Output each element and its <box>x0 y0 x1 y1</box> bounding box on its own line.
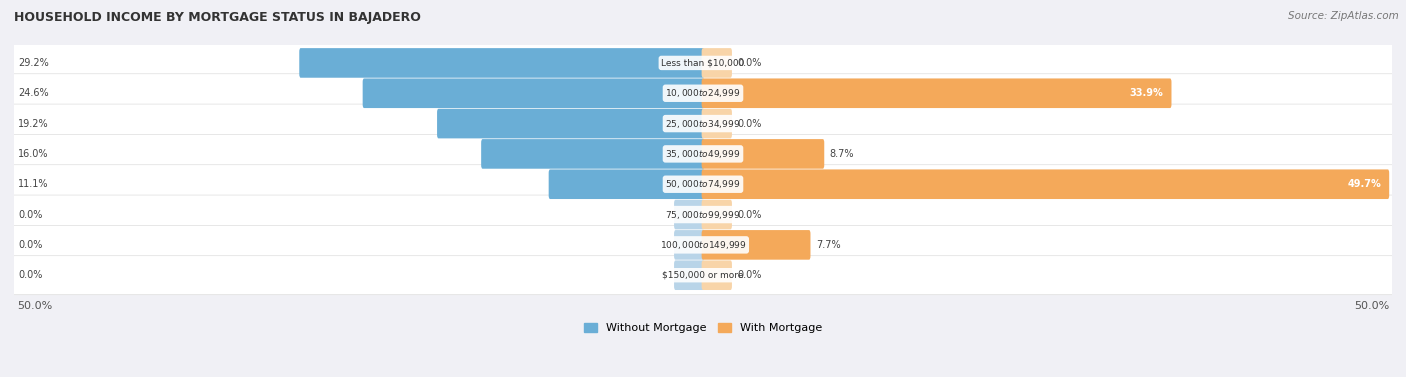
FancyBboxPatch shape <box>702 139 824 169</box>
Text: $100,000 to $149,999: $100,000 to $149,999 <box>659 239 747 251</box>
Text: 24.6%: 24.6% <box>18 88 49 98</box>
FancyBboxPatch shape <box>702 261 733 290</box>
FancyBboxPatch shape <box>673 261 704 290</box>
FancyBboxPatch shape <box>702 230 810 260</box>
FancyBboxPatch shape <box>13 225 1393 264</box>
Text: 16.0%: 16.0% <box>18 149 49 159</box>
Text: 0.0%: 0.0% <box>738 270 762 280</box>
FancyBboxPatch shape <box>437 109 704 138</box>
FancyBboxPatch shape <box>299 48 704 78</box>
FancyBboxPatch shape <box>13 165 1393 204</box>
FancyBboxPatch shape <box>13 135 1393 173</box>
Text: Less than $10,000: Less than $10,000 <box>661 58 745 67</box>
Text: $75,000 to $99,999: $75,000 to $99,999 <box>665 208 741 221</box>
FancyBboxPatch shape <box>673 200 704 229</box>
Text: 11.1%: 11.1% <box>18 179 49 189</box>
FancyBboxPatch shape <box>481 139 704 169</box>
FancyBboxPatch shape <box>702 200 733 229</box>
FancyBboxPatch shape <box>673 230 704 260</box>
Text: 0.0%: 0.0% <box>738 119 762 129</box>
FancyBboxPatch shape <box>13 195 1393 234</box>
Text: 0.0%: 0.0% <box>738 58 762 68</box>
FancyBboxPatch shape <box>702 109 733 138</box>
FancyBboxPatch shape <box>363 78 704 108</box>
Text: 0.0%: 0.0% <box>18 240 42 250</box>
FancyBboxPatch shape <box>13 43 1393 83</box>
FancyBboxPatch shape <box>702 48 733 78</box>
Text: 0.0%: 0.0% <box>738 210 762 219</box>
Text: 0.0%: 0.0% <box>18 270 42 280</box>
Text: $10,000 to $24,999: $10,000 to $24,999 <box>665 87 741 99</box>
Text: 50.0%: 50.0% <box>17 300 52 311</box>
Text: 19.2%: 19.2% <box>18 119 49 129</box>
FancyBboxPatch shape <box>702 78 1171 108</box>
Text: $150,000 or more: $150,000 or more <box>662 271 744 280</box>
Text: 0.0%: 0.0% <box>18 210 42 219</box>
Text: 29.2%: 29.2% <box>18 58 49 68</box>
FancyBboxPatch shape <box>702 169 1389 199</box>
Text: 7.7%: 7.7% <box>815 240 841 250</box>
Text: 50.0%: 50.0% <box>1354 300 1389 311</box>
FancyBboxPatch shape <box>13 74 1393 113</box>
Text: 8.7%: 8.7% <box>830 149 855 159</box>
Text: Source: ZipAtlas.com: Source: ZipAtlas.com <box>1288 11 1399 21</box>
Text: HOUSEHOLD INCOME BY MORTGAGE STATUS IN BAJADERO: HOUSEHOLD INCOME BY MORTGAGE STATUS IN B… <box>14 11 420 24</box>
FancyBboxPatch shape <box>13 104 1393 143</box>
Text: 49.7%: 49.7% <box>1347 179 1381 189</box>
Text: $50,000 to $74,999: $50,000 to $74,999 <box>665 178 741 190</box>
Legend: Without Mortgage, With Mortgage: Without Mortgage, With Mortgage <box>579 319 827 338</box>
Text: 33.9%: 33.9% <box>1129 88 1163 98</box>
FancyBboxPatch shape <box>548 169 704 199</box>
Text: $35,000 to $49,999: $35,000 to $49,999 <box>665 148 741 160</box>
FancyBboxPatch shape <box>13 256 1393 295</box>
Text: $25,000 to $34,999: $25,000 to $34,999 <box>665 118 741 130</box>
